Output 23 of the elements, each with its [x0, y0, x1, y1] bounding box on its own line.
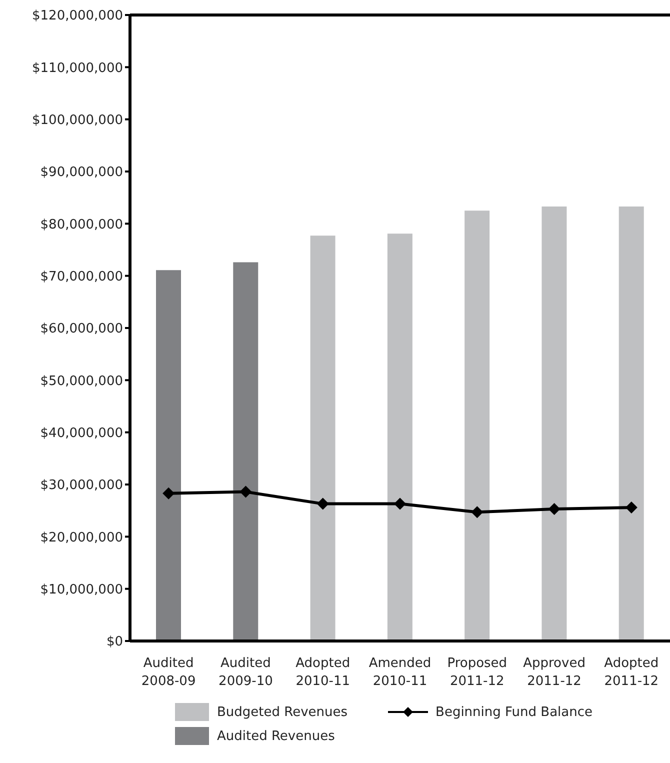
legend-label: Beginning Fund Balance: [436, 704, 593, 720]
x-tick-label: Adopted 2011-12: [604, 656, 659, 689]
x-tick-label: Approved 2011-12: [523, 656, 586, 689]
y-tick-label: $0: [106, 634, 123, 650]
y-tick-label: $20,000,000: [40, 530, 123, 546]
legend-label: Budgeted Revenues: [217, 704, 348, 720]
y-tick-label: $100,000,000: [32, 112, 123, 128]
legend-label: Audited Revenues: [217, 728, 335, 744]
x-tick-label: Adopted 2010-11: [296, 656, 350, 689]
x-tick-label: Audited 2009-10: [218, 656, 273, 689]
y-tick-label: $70,000,000: [40, 269, 123, 284]
y-tick-label: $60,000,000: [40, 322, 123, 337]
x-tick-label: Amended 2010-11: [368, 656, 432, 689]
y-tick-label: $90,000,000: [40, 165, 123, 180]
x-tick-label: Audited 2008-09: [141, 656, 196, 689]
y-tick-label: $110,000,000: [32, 60, 123, 76]
y-tick-label: $30,000,000: [40, 478, 123, 494]
y-tick-label: $40,000,000: [40, 426, 123, 441]
y-tick-label: $120,000,000: [32, 8, 123, 24]
y-tick-label: $50,000,000: [40, 374, 123, 389]
y-tick-label: $80,000,000: [40, 217, 123, 232]
y-tick-label: $10,000,000: [40, 582, 123, 598]
x-tick-label: Proposed 2011-12: [447, 656, 508, 689]
